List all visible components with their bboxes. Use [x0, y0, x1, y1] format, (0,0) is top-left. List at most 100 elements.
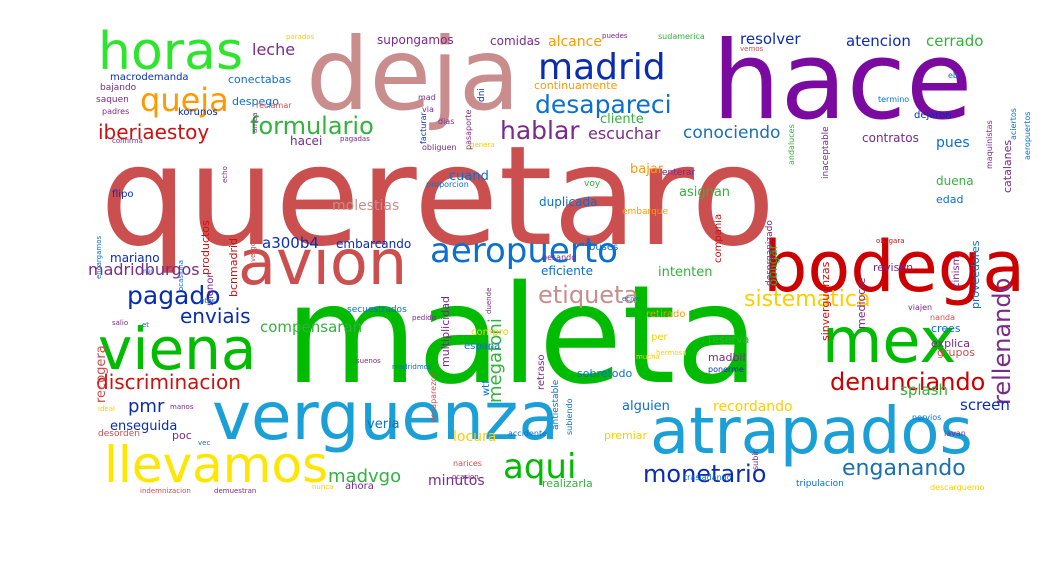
word: duplicada	[539, 195, 598, 209]
word: korunos	[178, 107, 218, 118]
word: arriba	[251, 112, 259, 133]
word: molestias	[332, 198, 400, 214]
word: minutos	[428, 473, 485, 489]
word: pmr	[128, 396, 165, 417]
word: dni	[477, 88, 487, 102]
word: madbil	[708, 351, 746, 364]
word: wtf	[481, 380, 492, 396]
word: revisen	[873, 261, 914, 274]
word: grupos	[937, 346, 975, 359]
word: desaparezco	[429, 372, 438, 423]
word: productos	[199, 220, 212, 275]
word: continuamente	[534, 79, 618, 92]
word: pagadas	[340, 135, 370, 143]
word: iberiaestoy	[98, 120, 210, 144]
word: denunciando	[830, 368, 986, 396]
word: escuchar	[588, 124, 661, 143]
word: atrapados	[650, 395, 973, 469]
word: et	[142, 321, 150, 329]
word: desorden	[98, 429, 140, 439]
word: formulario	[250, 112, 374, 140]
word: retraso	[536, 354, 547, 390]
word: ocasion	[452, 473, 479, 481]
word: comidas	[490, 34, 541, 48]
word: lavan	[944, 429, 966, 438]
word: despego	[232, 95, 279, 108]
word: mediocre	[855, 277, 868, 329]
word: parados	[286, 33, 315, 41]
word: secuestrados	[347, 305, 407, 315]
word: aeropuerto	[430, 231, 618, 271]
word: hace	[712, 19, 973, 144]
word: cuand	[449, 169, 489, 184]
word: compro	[471, 327, 509, 338]
word: andaluces	[787, 124, 796, 165]
word: proveedores	[969, 240, 982, 309]
word: encargamos	[95, 235, 103, 279]
word: madrid	[538, 47, 666, 88]
word: ahora	[345, 481, 374, 492]
word: alguien	[622, 399, 670, 414]
word: pedido	[412, 314, 436, 322]
word: edad	[936, 193, 964, 206]
word: indemnizacion	[140, 487, 191, 495]
word: embarque	[622, 207, 669, 217]
word: recordando	[713, 399, 793, 415]
word: hablar	[500, 116, 580, 145]
word: asignan	[679, 185, 731, 200]
word: cliente	[600, 112, 644, 127]
word: recogera	[94, 345, 109, 403]
word: mad	[418, 93, 436, 102]
word: sistematica	[744, 287, 871, 312]
word: subir	[751, 450, 760, 470]
word: mariano	[110, 251, 160, 265]
word: echo	[221, 166, 229, 183]
word: hacei	[290, 134, 323, 148]
word: eficiente	[541, 264, 593, 278]
word: etiqueta	[538, 281, 639, 309]
word: vergonzoso	[249, 221, 257, 262]
word: screen	[960, 396, 1010, 414]
word: ecjve	[622, 295, 641, 303]
word: hermosa	[656, 349, 687, 357]
word: rellenando	[988, 277, 1016, 405]
word: besando	[542, 253, 577, 262]
word: atencion	[846, 32, 911, 50]
word: per	[651, 332, 668, 343]
word: cinism	[951, 255, 962, 288]
word: proporcion	[426, 180, 469, 189]
word: catalanes	[1001, 139, 1014, 193]
word: sudamerica	[658, 32, 705, 41]
word: ponerme	[708, 365, 744, 374]
word: termino	[878, 95, 910, 104]
word: desorganizado	[765, 220, 775, 286]
word: ptos	[200, 297, 216, 305]
word: macrodemanda	[110, 72, 189, 83]
word: padres	[102, 107, 130, 116]
word: splash	[900, 381, 949, 399]
word: cerrado	[926, 32, 984, 50]
word: reserva	[708, 333, 750, 346]
word: dejaron	[914, 110, 952, 121]
word: enseguida	[110, 419, 178, 434]
word: leche	[252, 40, 296, 59]
word: voy	[584, 179, 601, 189]
word: via	[422, 105, 434, 114]
word: llevamos	[104, 436, 329, 494]
word: pues	[936, 135, 970, 151]
word: flipo	[112, 189, 134, 200]
word: discriminacion	[96, 370, 241, 394]
word: trasladando	[684, 473, 732, 482]
word: mex	[822, 304, 957, 377]
word: nervios	[912, 413, 942, 422]
word: bajar	[630, 162, 664, 177]
word: resolver	[740, 30, 801, 48]
word: poc	[172, 429, 192, 442]
word: dias	[438, 117, 455, 126]
word: embarcando	[336, 237, 412, 251]
word: obligara	[876, 237, 905, 245]
word: vemos	[740, 45, 764, 53]
word: desapareci	[535, 90, 672, 119]
word: eb	[948, 71, 958, 80]
word: maleta	[285, 257, 759, 415]
